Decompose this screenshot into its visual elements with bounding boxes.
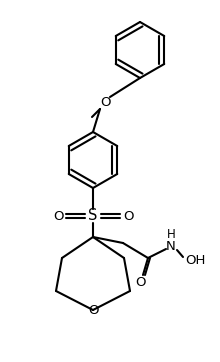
Text: O: O	[53, 210, 63, 223]
Text: O: O	[136, 275, 146, 289]
Text: OH: OH	[185, 253, 205, 266]
Text: S: S	[88, 209, 98, 223]
Text: O: O	[88, 303, 98, 316]
Text: O: O	[123, 210, 133, 223]
Text: N: N	[166, 240, 176, 253]
Text: O: O	[100, 97, 110, 109]
Text: H: H	[167, 228, 175, 241]
